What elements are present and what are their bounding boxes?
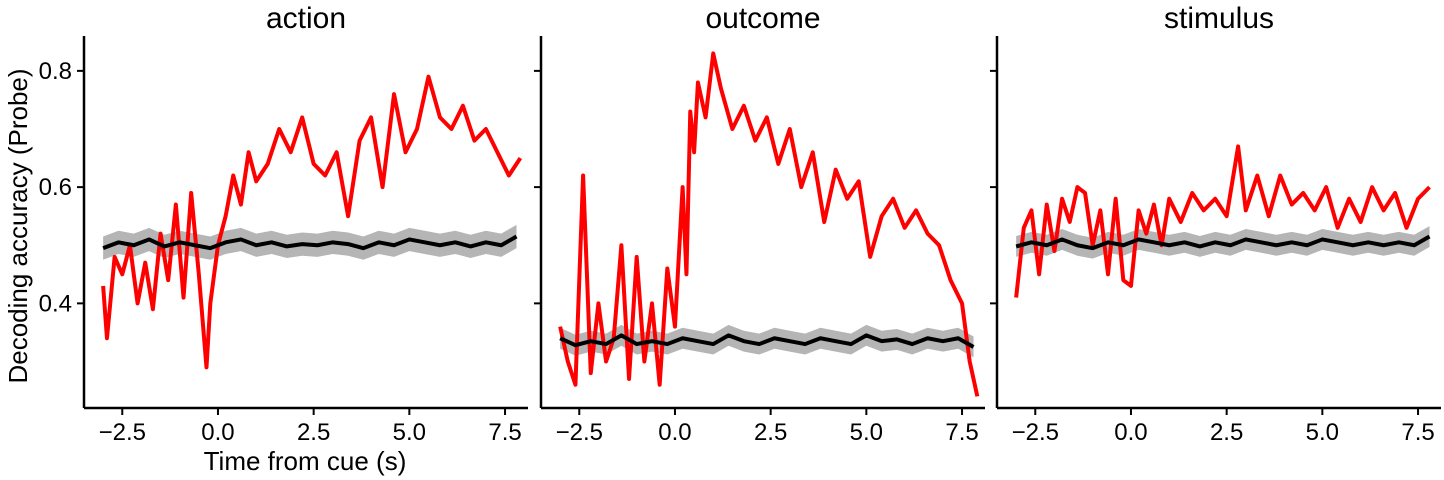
panel-stimulus: stimulus −2.5 0.0 2.5 5.0 7.5 [990, 2, 1441, 446]
y-tick-label: 0.4 [39, 290, 72, 317]
x-tick-label: 5.0 [1306, 419, 1339, 446]
panel-title: stimulus [1164, 2, 1274, 35]
x-tick-label: 7.5 [1401, 419, 1434, 446]
x-tick-label: 7.5 [945, 419, 978, 446]
x-axis-label: Time from cue (s) [204, 446, 407, 476]
y-tick-label: 0.8 [39, 58, 72, 85]
null-mean-line [102, 234, 518, 251]
x-tick-label: 0.0 [201, 419, 234, 446]
x-tick-label: 2.5 [1210, 419, 1243, 446]
y-tick-label: 0.6 [39, 174, 72, 201]
x-tick-label: 5.0 [393, 419, 426, 446]
null-mean-line [559, 333, 975, 349]
x-tick-label: −2.5 [556, 419, 603, 446]
y-axis-label: Decoding accuracy (Probe) [3, 68, 33, 383]
panel-title: action [266, 2, 346, 35]
observed-accuracy-line [1014, 144, 1431, 298]
panel-action: action −2.5 0.0 2.5 5.0 7.5 0.4 0.6 0.8 [39, 2, 528, 446]
observed-accuracy-line [101, 74, 523, 370]
x-tick-label: 0.0 [658, 419, 691, 446]
x-tick-label: 0.0 [1114, 419, 1147, 446]
panel-outcome: outcome −2.5 0.0 2.5 5.0 7.5 [534, 2, 985, 446]
null-distribution-band [103, 224, 517, 260]
x-tick-label: 2.5 [754, 419, 787, 446]
null-mean-line [1015, 234, 1431, 251]
observed-accuracy-line [558, 51, 980, 397]
x-tick-label: −2.5 [1012, 419, 1059, 446]
x-tick-label: −2.5 [99, 419, 146, 446]
x-tick-label: 7.5 [488, 419, 521, 446]
x-tick-label: 2.5 [297, 419, 330, 446]
x-tick-label: 5.0 [850, 419, 883, 446]
panel-title: outcome [705, 2, 820, 35]
